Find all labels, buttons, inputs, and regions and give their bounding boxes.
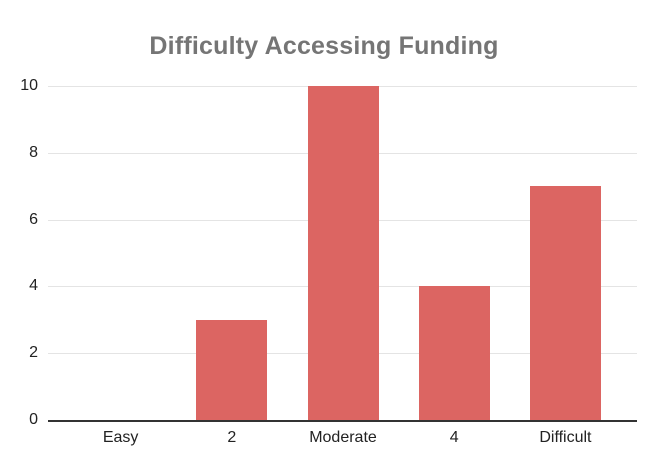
bar-moderate [307,86,379,420]
x-tick-label: Difficult [539,429,592,446]
chart-title: Difficulty Accessing Funding [149,32,499,60]
bar-slot [287,86,398,420]
y-tick-label: 8 [29,143,38,161]
y-tick-label: 0 [29,411,38,428]
x-tick-label: Moderate [309,429,377,446]
y-tick-label: 2 [29,344,38,362]
x-axis-baseline [48,420,637,422]
x-tick-label: 2 [227,429,237,446]
x-axis-labels: Easy 2 Moderate 4 Difficult [65,429,621,447]
bar-difficult [529,186,601,420]
y-tick-label: 4 [29,277,38,295]
y-tick-label: 6 [29,210,38,228]
plot-area [48,86,637,422]
bar-slot [65,86,176,420]
x-tick-label: Easy [102,429,139,446]
bar-4 [418,286,490,420]
bars-band [65,86,621,420]
y-axis-labels: 0 2 4 6 8 10 [0,77,38,428]
y-tick-label: 10 [20,77,38,94]
x-tick-label: 4 [449,429,459,446]
bar-slot [510,86,621,420]
bar-slot [399,86,510,420]
bar-2 [196,319,268,420]
bar-slot [176,86,287,420]
